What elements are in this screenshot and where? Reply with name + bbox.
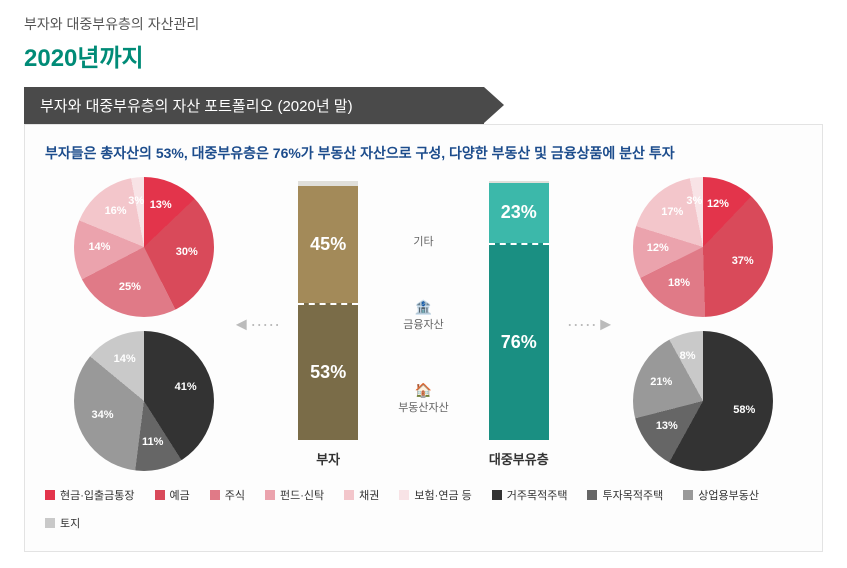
bar-left-col: 45% 53% 부자 (298, 181, 358, 468)
pie-slice-label: 14% (114, 353, 136, 365)
bar-right-title: 대중부유층 (489, 449, 549, 468)
bar-center-labels: 기타 🏦금융자산 🏠부동산자산 (398, 233, 449, 415)
pie-top-right: 12% 37% 18% 12% 17%3% (633, 177, 773, 317)
label-bot: 🏠부동산자산 (398, 382, 449, 415)
legend-item: 거주목적주택 (492, 487, 568, 503)
page: 부자와 대중부유층의 자산관리 2020년까지 부자와 대중부유층의 자산 포트… (0, 0, 847, 566)
legend-item: 토지 (45, 515, 80, 531)
pie-bot-right: 58% 13% 21% 8% (633, 331, 773, 471)
bar-left: 45% 53% (298, 181, 358, 441)
pie-slice-label: 18% (668, 277, 690, 289)
pie-bot-left: 41% 11% 34% 14% (74, 331, 214, 471)
header-subtitle: 부자와 대중부유층의 자산관리 (24, 14, 823, 34)
legend-item: 투자목적주택 (587, 487, 663, 503)
pie-slice-label: 8% (680, 350, 696, 362)
pie-slice-label: 37% (732, 255, 754, 267)
pie-slice-label: 21% (650, 376, 672, 388)
legend-item: 펀드·신탁 (265, 487, 324, 503)
bar-right-mid: 23% (489, 183, 549, 243)
legend: 현금·입출금통장 예금 주식 펀드·신탁 채권 보험·연금 등 거주목적주택 투자목적주택 상업… (45, 481, 802, 537)
legend-item: 현금·입출금통장 (45, 487, 135, 503)
legend-item: 상업용부동산 (683, 487, 759, 503)
pie-slice-label: 34% (91, 409, 113, 421)
pie-slice-label: 14% (88, 241, 110, 253)
right-pies: 12% 37% 18% 12% 17%3% 58% 13% 21% 8% (633, 177, 773, 471)
label-mid: 🏦금융자산 (398, 299, 449, 332)
bar-left-bot: 53% (298, 303, 358, 441)
arrow-right-icon: ·····► (567, 314, 615, 335)
pie-slice-label: 3% (128, 195, 144, 207)
pie-slice-label: 58% (733, 404, 755, 416)
description-text: 부자들은 총자산의 53%, 대중부유층은 76%가 부동산 자산으로 구성, … (45, 143, 802, 163)
pie-slice-label: 30% (176, 246, 198, 258)
pie-slice-label: 12% (647, 242, 669, 254)
chart-panel: 부자들은 총자산의 53%, 대중부유층은 76%가 부동산 자산으로 구성, … (24, 124, 823, 552)
pie-slice-label: 41% (175, 381, 197, 393)
legend-item: 예금 (155, 487, 190, 503)
pie-slice-label: 12% (707, 198, 729, 210)
bar-right-bot: 76% (489, 243, 549, 441)
pie-slice-label: 3% (686, 195, 702, 207)
arrow-left-icon: ◄····· (232, 314, 280, 335)
left-pies: 13% 30% 25% 14% 16%3% 41% 11% 34% 14% (74, 177, 214, 471)
bar-left-title: 부자 (316, 449, 340, 468)
section-banner: 부자와 대중부유층의 자산 포트폴리오 (2020년 말) (24, 87, 484, 124)
pie-slice-label: 16% (105, 205, 127, 217)
bar-right: 23% 76% (489, 181, 549, 441)
header-title: 2020년까지 (24, 38, 823, 73)
pie-slice-label: 11% (142, 436, 163, 448)
legend-item: 보험·연금 등 (399, 487, 471, 503)
label-top: 기타 (398, 233, 449, 249)
pie-slice-label: 13% (656, 420, 678, 432)
pie-slice-label: 13% (150, 199, 172, 211)
legend-item: 주식 (210, 487, 245, 503)
charts-row: 13%30%25%14%16%3% 41%11%34%14% ◄····· 45… (45, 177, 802, 471)
legend-item: 채권 (344, 487, 379, 503)
bar-right-col: 23% 76% 대중부유층 (489, 181, 549, 468)
pie-top-left: 13% 30% 25% 14% 16%3% (74, 177, 214, 317)
pie-slice-label: 17% (661, 206, 683, 218)
bar-left-mid: 45% (298, 186, 358, 303)
stacked-bars: 45% 53% 부자 기타 🏦금융자산 🏠부동산자산 23% 76% (298, 181, 549, 468)
pie-slice-label: 25% (119, 281, 141, 293)
